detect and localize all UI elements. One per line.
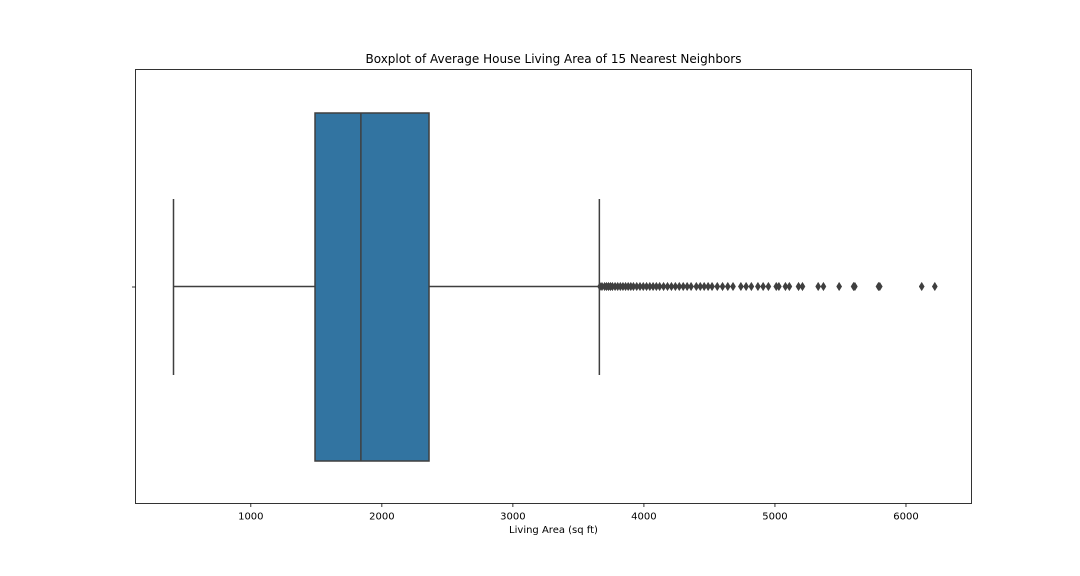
- x-tick-label: 2000: [369, 512, 394, 523]
- outlier-point: [760, 281, 767, 292]
- x-tick-label: 3000: [500, 512, 525, 523]
- outlier-point: [714, 281, 721, 292]
- outlier-point: [820, 281, 827, 292]
- outlier-point: [931, 281, 938, 292]
- outlier-point: [782, 281, 789, 292]
- chart-title: Boxplot of Average House Living Area of …: [366, 52, 742, 66]
- outlier-point: [765, 281, 772, 292]
- outlier-point: [668, 281, 675, 292]
- outlier-point: [709, 281, 715, 292]
- outlier-point: [748, 281, 755, 292]
- outlier-point: [664, 281, 671, 292]
- outlier-point: [918, 281, 925, 292]
- outlier-point: [688, 281, 694, 292]
- outlier-point: [656, 281, 663, 292]
- outlier-point: [755, 281, 761, 292]
- outlier-point: [730, 281, 736, 292]
- iqr-box: [314, 112, 430, 462]
- outlier-point: [701, 281, 708, 292]
- x-tick-label: 5000: [762, 512, 787, 523]
- outlier-point: [795, 281, 802, 292]
- x-axis-label: Living Area (sq ft): [509, 525, 598, 536]
- outlier-point: [693, 281, 700, 292]
- outlier-point: [799, 281, 806, 292]
- plot-area: [172, 112, 938, 462]
- outlier-point: [660, 281, 667, 292]
- outlier-point: [705, 281, 712, 292]
- outlier-point: [697, 281, 704, 292]
- outlier-point: [743, 281, 750, 292]
- outlier-point: [676, 281, 683, 292]
- plot-frame: [135, 69, 972, 504]
- outlier-point: [851, 281, 858, 292]
- x-tick-label: 1000: [238, 512, 263, 523]
- outlier-point: [680, 281, 687, 292]
- x-tick-label: 4000: [631, 512, 656, 523]
- outlier-point: [876, 281, 883, 292]
- outlier-point: [775, 281, 782, 292]
- outlier-point: [724, 281, 731, 292]
- outlier-point: [684, 281, 691, 292]
- outlier-point: [672, 281, 679, 292]
- outlier-point: [719, 281, 726, 292]
- x-axis-ticks: 1000 2000 3000 4000 5000 6000: [238, 503, 919, 523]
- outlier-point: [786, 281, 793, 292]
- outlier-point: [737, 281, 744, 292]
- x-tick-label: 6000: [893, 512, 918, 523]
- outlier-point: [815, 281, 822, 292]
- outlier-point: [836, 281, 843, 292]
- outlier-points: [597, 281, 938, 292]
